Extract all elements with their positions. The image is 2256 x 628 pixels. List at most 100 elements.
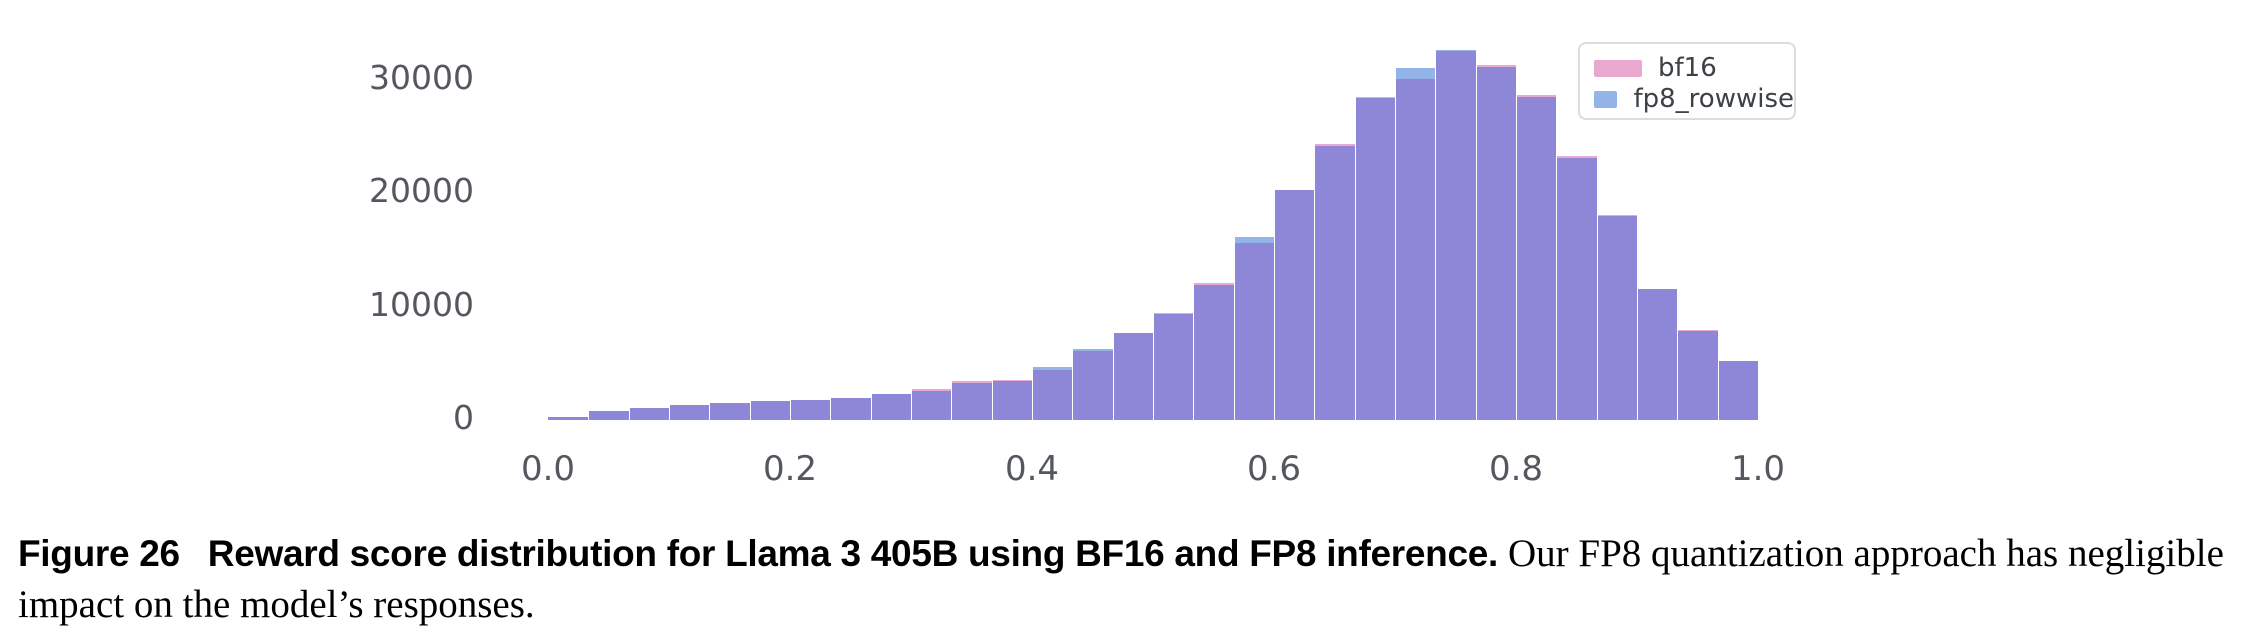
histogram-bin [1314, 20, 1355, 420]
bar-segment-bf16 [1194, 283, 1234, 285]
bar-segment-overlap [1638, 288, 1678, 420]
bar-segment-overlap [1396, 78, 1436, 420]
histogram-bin [548, 20, 589, 420]
bar-segment-overlap [1113, 332, 1153, 420]
histogram-bin [1072, 20, 1113, 420]
histogram-bin [1717, 20, 1758, 420]
histogram-bin [1233, 20, 1274, 420]
caption-body-text: Our FP8 quantization approach has neglig… [18, 532, 2224, 626]
histogram-bin [1637, 20, 1678, 420]
figure-caption: Figure 26 Reward score distribution for L… [18, 528, 2248, 628]
y-tick-label: 10000 [369, 284, 474, 324]
bar-segment-fp8-rowwise [1234, 237, 1274, 243]
bar-segment-bf16 [1476, 64, 1516, 68]
bar-segment-overlap [1194, 284, 1234, 420]
bar-segment-overlap [1436, 51, 1476, 420]
bar-segment-fp8-rowwise [1396, 67, 1436, 79]
x-tick-label: 0.2 [762, 449, 818, 489]
x-tick-label: 0.8 [1488, 449, 1544, 489]
histogram-bin [628, 20, 669, 420]
bar-segment-bf16 [1517, 95, 1557, 98]
histogram-bin [1596, 20, 1637, 420]
bar-segment-overlap [992, 381, 1032, 420]
histogram-bin [1274, 20, 1315, 420]
histogram-bin [1032, 20, 1073, 420]
bar-segment-overlap [710, 403, 750, 420]
bar-segment-overlap [912, 390, 952, 420]
bar-segment-overlap [831, 397, 871, 420]
bar-segment-overlap [750, 401, 790, 420]
histogram-bin [870, 20, 911, 420]
legend: bf16 fp8_rowwise [1578, 42, 1796, 120]
bar-segment-overlap [1597, 215, 1637, 420]
histogram-bin [991, 20, 1032, 420]
caption-figure-label: Figure 26 [18, 533, 180, 574]
histogram-bin [1516, 20, 1557, 420]
bar-segment-overlap [1275, 190, 1315, 420]
bar-segment-overlap [1678, 330, 1718, 420]
bar-segment-overlap [548, 416, 589, 420]
histogram-bin [830, 20, 871, 420]
bar-segment-overlap [589, 411, 629, 420]
bar-segment-bf16 [1597, 214, 1637, 216]
bar-segment-overlap [1355, 98, 1395, 420]
histogram-bin [1475, 20, 1516, 420]
bar-segment-overlap [952, 383, 992, 420]
y-tick-label: 20000 [369, 171, 474, 210]
histogram-bin [709, 20, 750, 420]
histogram-bin [669, 20, 710, 420]
legend-label-bf16: bf16 [1658, 53, 1717, 83]
bar-segment-overlap [670, 405, 710, 420]
bar-segment-overlap [1476, 67, 1516, 420]
bar-segment-bf16 [992, 379, 1032, 382]
histogram-bin [1435, 20, 1476, 420]
x-tick-label: 0.0 [520, 449, 576, 489]
bar-segment-bf16 [952, 381, 992, 384]
histogram-bin [1112, 20, 1153, 420]
histogram-bin [1153, 20, 1194, 420]
bar-segment-overlap [791, 399, 831, 420]
x-tick-label: 0.6 [1246, 449, 1302, 489]
bar-segment-bf16 [1355, 96, 1395, 99]
histogram-bin [911, 20, 952, 420]
legend-item-fp8: fp8_rowwise [1594, 84, 1794, 114]
bar-segment-overlap [1517, 97, 1557, 420]
bar-segment-bf16 [1154, 312, 1194, 315]
histogram-bin [588, 20, 629, 420]
y-tick-label: 30000 [369, 57, 474, 97]
bar-segment-overlap [1154, 314, 1194, 420]
bar-segment-overlap [1557, 157, 1597, 420]
histogram-bin [951, 20, 992, 420]
histogram-plot-area [548, 20, 1758, 420]
bar-segment-fp8-rowwise [1436, 50, 1476, 52]
histogram-bin [1677, 20, 1718, 420]
bar-segment-overlap [1073, 350, 1113, 420]
caption-bold-title: Reward score distribution for Llama 3 40… [207, 533, 1498, 574]
histogram-bin [790, 20, 831, 420]
bar-segment-overlap [1033, 370, 1073, 420]
x-tick-label: 0.4 [1004, 449, 1060, 489]
bar-segment-bf16 [1557, 156, 1597, 158]
bar-segment-overlap [1234, 242, 1274, 420]
histogram-bin [749, 20, 790, 420]
histogram-bin [1354, 20, 1395, 420]
histogram-bin [1395, 20, 1436, 420]
bar-segment-bf16 [912, 388, 952, 391]
bar-segment-overlap [629, 407, 669, 420]
bar-segment-bf16 [1678, 329, 1718, 331]
x-tick-label: 1.0 [1730, 449, 1786, 489]
legend-label-fp8-rowwise: fp8_rowwise [1633, 84, 1794, 114]
legend-swatch-bf16 [1594, 59, 1642, 77]
bar-segment-bf16 [1315, 144, 1355, 146]
legend-item-bf16: bf16 [1594, 53, 1794, 83]
bar-segment-overlap [871, 394, 911, 420]
histogram-bin [1193, 20, 1234, 420]
bar-segment-overlap [1315, 145, 1355, 420]
bar-segment-overlap [1718, 360, 1758, 420]
y-tick-label: 0 [453, 398, 474, 437]
histogram-bin [1556, 20, 1597, 420]
bar-segment-fp8-rowwise [1033, 366, 1073, 371]
legend-swatch-fp8-rowwise [1594, 90, 1618, 108]
bar-segment-fp8-rowwise [1073, 348, 1113, 351]
